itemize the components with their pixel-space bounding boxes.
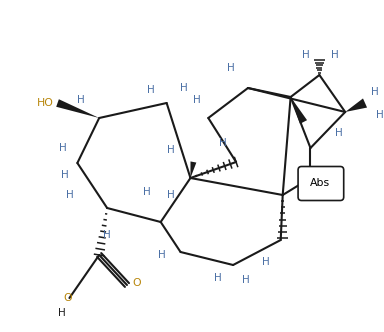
Text: O: O (132, 278, 141, 288)
Text: H: H (331, 50, 339, 60)
Text: H: H (219, 138, 227, 148)
Text: H: H (262, 257, 270, 267)
Text: H: H (180, 83, 187, 93)
Text: H: H (78, 95, 85, 105)
Text: H: H (147, 85, 155, 95)
Text: H: H (167, 190, 174, 200)
Text: H: H (376, 110, 384, 120)
Text: H: H (66, 190, 73, 200)
Text: H: H (242, 275, 250, 285)
Text: H: H (302, 50, 310, 60)
Text: H: H (58, 308, 65, 318)
Text: H: H (371, 87, 379, 97)
Text: H: H (59, 143, 66, 153)
Polygon shape (345, 99, 367, 112)
Polygon shape (56, 99, 99, 118)
Text: H: H (214, 273, 222, 283)
Text: H: H (192, 95, 200, 105)
Text: H: H (227, 63, 235, 73)
Text: O: O (63, 293, 72, 303)
Text: HO: HO (37, 98, 53, 108)
FancyBboxPatch shape (298, 167, 344, 201)
Polygon shape (291, 97, 307, 124)
Text: H: H (61, 170, 68, 180)
Text: H: H (103, 230, 111, 240)
Text: H: H (158, 250, 166, 260)
Polygon shape (190, 161, 196, 178)
Text: H: H (335, 128, 343, 138)
Text: H: H (167, 145, 174, 155)
Text: Abs: Abs (310, 178, 331, 188)
Text: H: H (143, 187, 151, 197)
